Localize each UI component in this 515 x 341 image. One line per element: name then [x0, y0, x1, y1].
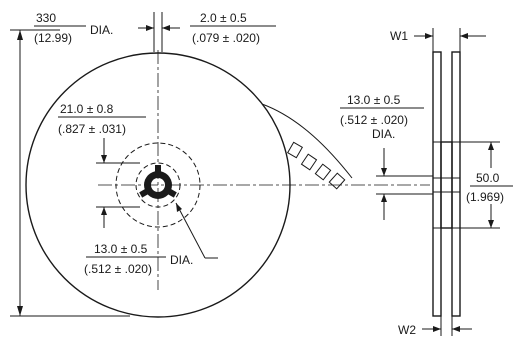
- flange-right: [451, 51, 461, 317]
- flange-left: [432, 51, 442, 317]
- slot-width-metric: 2.0 ± 0.5: [200, 11, 247, 25]
- arbor-hole-metric: 13.0 ± 0.5: [94, 242, 148, 256]
- hub-block: [440, 141, 453, 229]
- arbor-hole-leader: [175, 202, 218, 259]
- hub-diameter-metric: 50.0: [476, 171, 500, 185]
- side-hub-hole-suffix: DIA.: [372, 127, 395, 141]
- carrier-tape: [261, 103, 353, 179]
- w2-label: W2: [398, 323, 416, 337]
- arbor-hole-imperial: (.512 ± .020): [84, 262, 152, 276]
- w2-dimension: [422, 316, 472, 336]
- side-view: W1 W2 13.0 ± 0.5 (.512 ± .020) DIA.: [340, 28, 513, 337]
- side-hub-hole-imperial: (.512 ± .020): [340, 113, 408, 127]
- tape-pockets: [286, 141, 346, 190]
- hub-ring-metric: 21.0 ± 0.8: [60, 102, 114, 116]
- reel-diameter-imperial: (12.99): [34, 31, 72, 45]
- hub-diameter-imperial: (1.969): [466, 190, 504, 204]
- hub-ring-imperial: (.827 ± .031): [58, 122, 126, 136]
- slot-width-dimension: [138, 12, 180, 52]
- w1-label: W1: [390, 29, 408, 43]
- arbor-hole-suffix: DIA.: [170, 253, 193, 267]
- reel-diameter-dimension: [10, 29, 130, 317]
- w1-dimension: [414, 28, 486, 52]
- reel-diameter-metric: 330: [36, 11, 56, 25]
- front-view: 330 (12.99) DIA. 2.0 ± 0.5 (.079 ± .020)…: [10, 11, 430, 318]
- hub-diameter-dimension: [460, 141, 500, 229]
- side-hub-hole-dimension: [376, 148, 433, 220]
- side-hub-hole-metric: 13.0 ± 0.5: [347, 93, 401, 107]
- hub-ring-dimension: [96, 138, 140, 228]
- reel-diameter-suffix: DIA.: [90, 23, 113, 37]
- hub-bore: [432, 177, 461, 193]
- slot-width-imperial: (.079 ± .020): [192, 31, 260, 45]
